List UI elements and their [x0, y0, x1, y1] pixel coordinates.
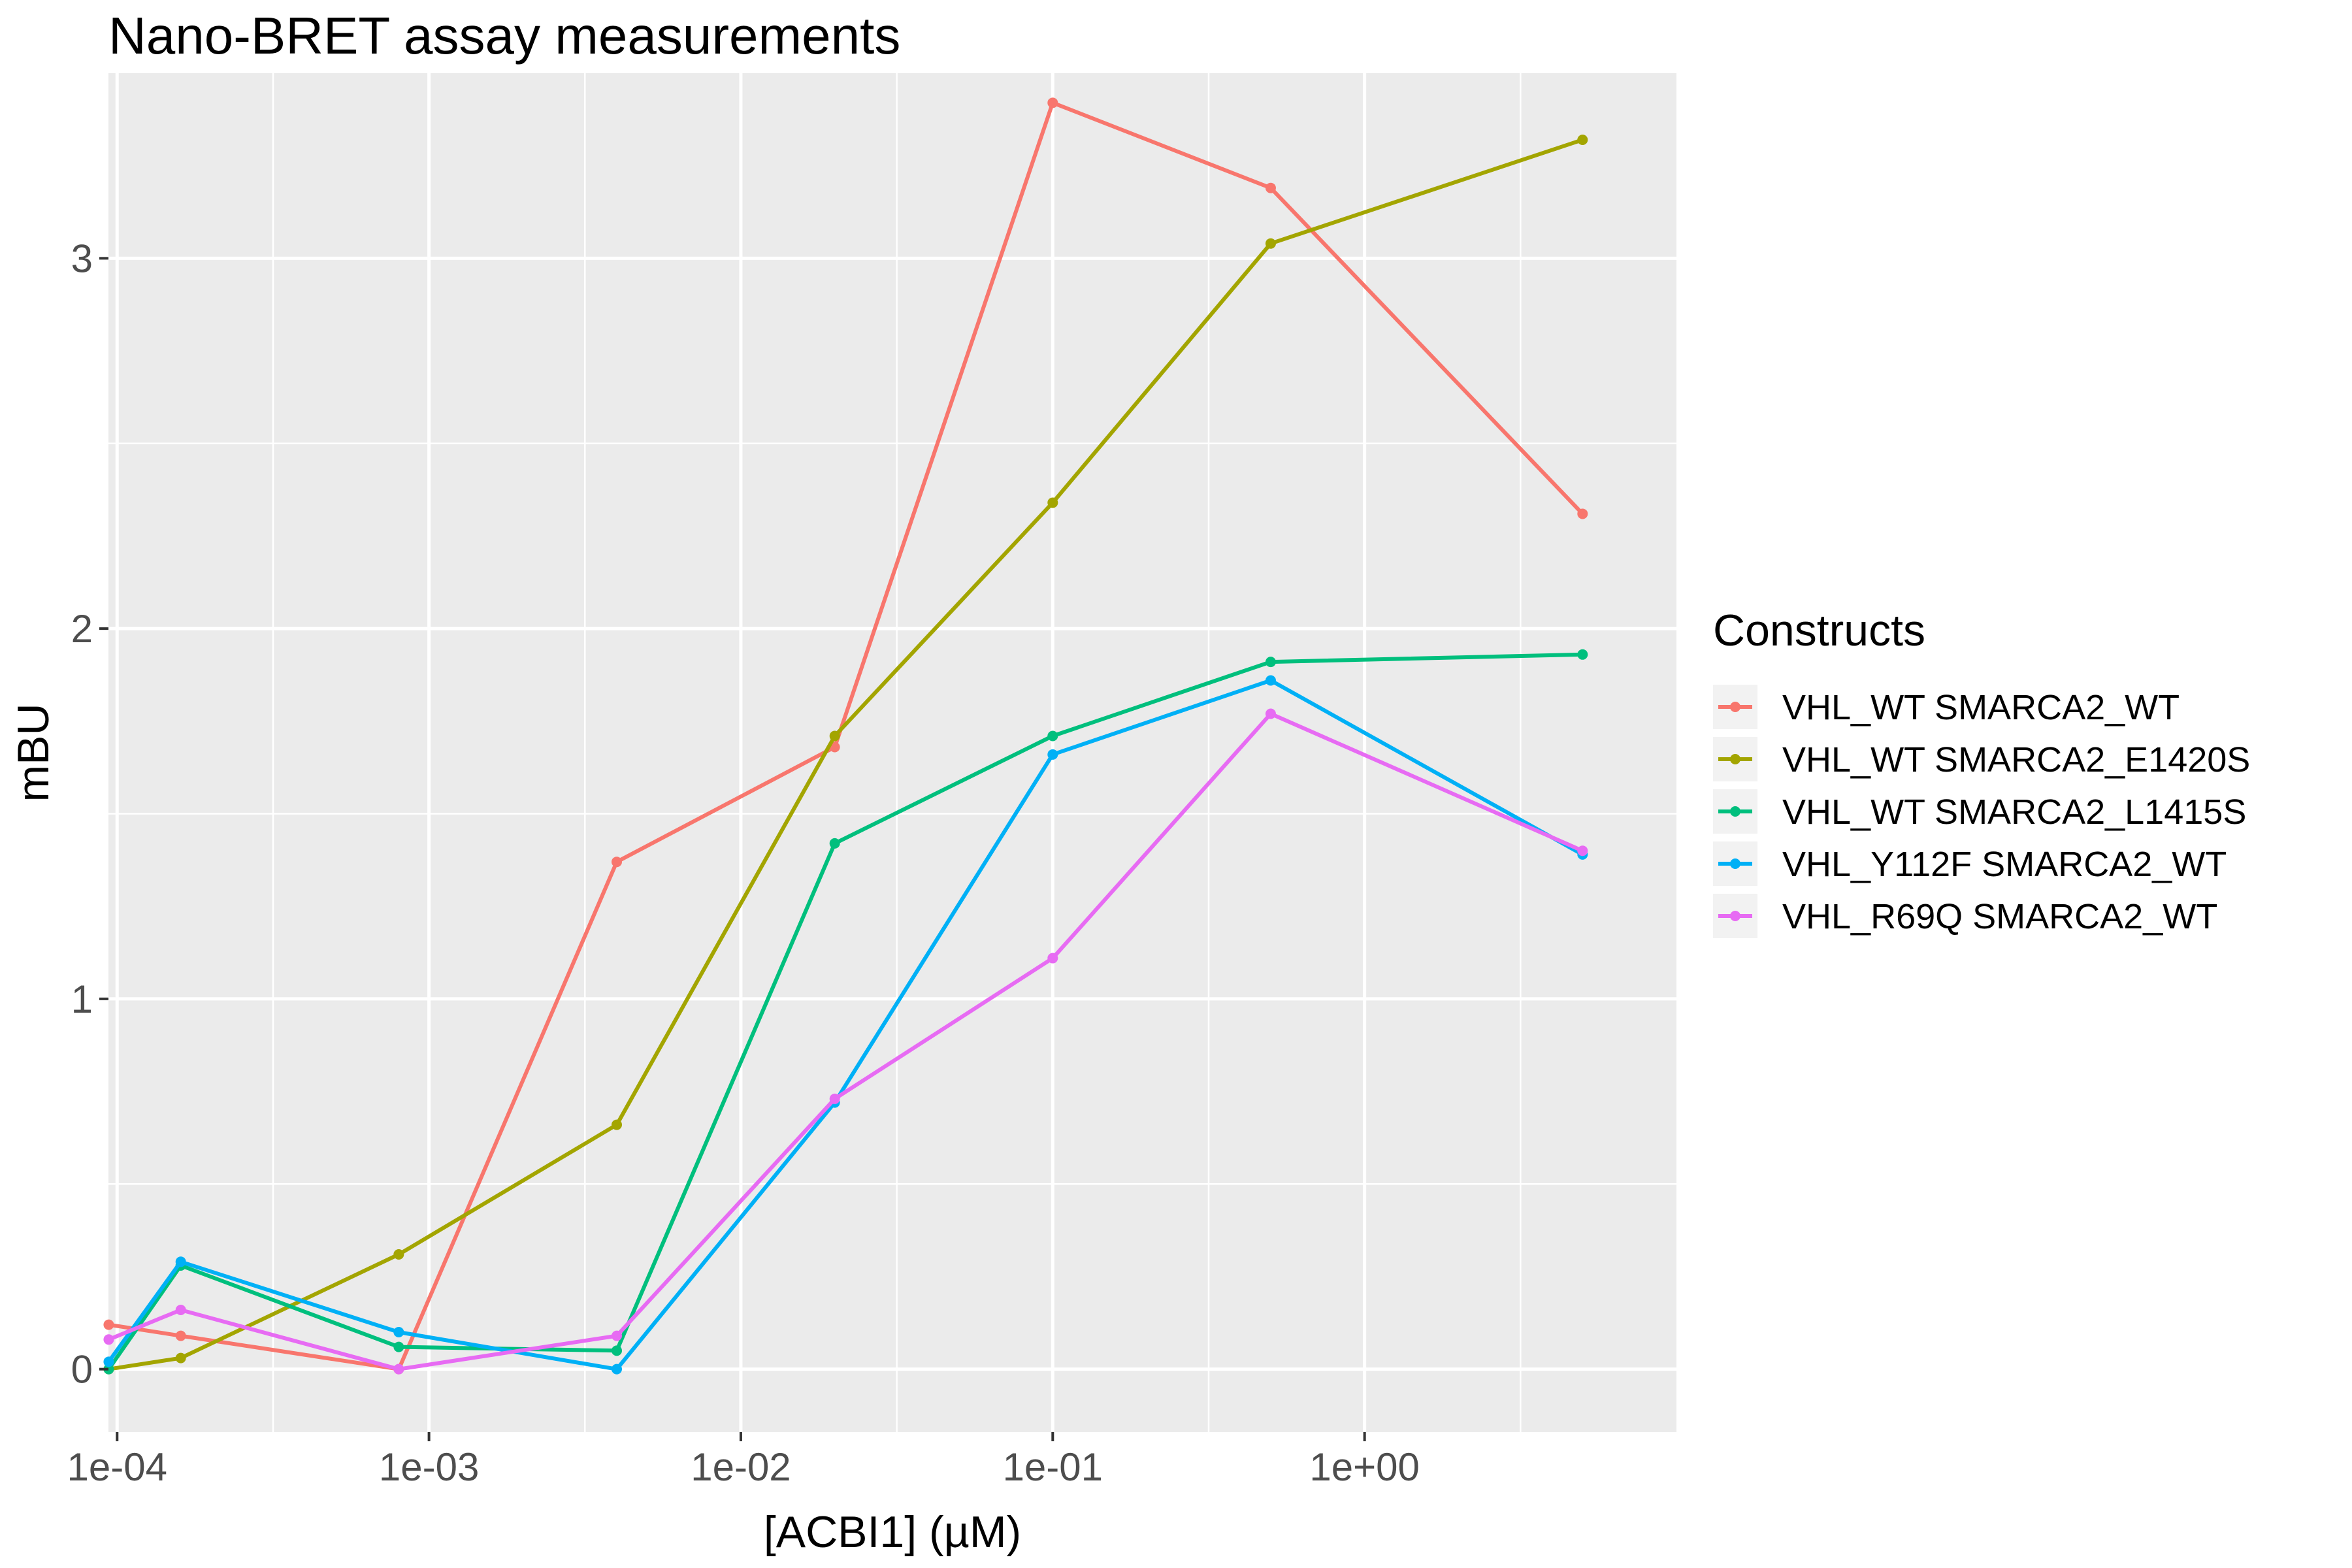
- data-point: [103, 1319, 114, 1330]
- data-point: [829, 1093, 840, 1104]
- legend-key-point: [1730, 754, 1740, 764]
- y-tick-label: 0: [71, 1348, 93, 1392]
- series-5: [103, 708, 1588, 1375]
- data-point: [1265, 182, 1276, 193]
- data-point: [1265, 675, 1276, 686]
- y-tick-label: 1: [71, 977, 93, 1021]
- data-point: [612, 1345, 623, 1356]
- data-point: [1047, 497, 1058, 508]
- series-line: [106, 652, 1583, 1371]
- legend-key-point: [1730, 858, 1740, 869]
- legend-label: VHL_WT SMARCA2_E1420S: [1782, 740, 2250, 779]
- legend-label: VHL_WT SMARCA2_WT: [1782, 688, 2180, 727]
- data-point: [1577, 845, 1588, 857]
- x-tick-label: 1e-03: [379, 1445, 479, 1489]
- y-axis-title: mBU: [8, 703, 58, 802]
- chart-title: Nano-BRET assay measurements: [108, 7, 900, 65]
- y-tick-label: 2: [71, 607, 93, 651]
- legend-title: Constructs: [1713, 606, 1925, 655]
- x-tick-label: 1e-04: [67, 1445, 167, 1489]
- data-point: [175, 1352, 186, 1364]
- data-point: [175, 1256, 186, 1267]
- legend-item: VHL_R69Q SMARCA2_WT: [1713, 894, 2217, 938]
- data-point: [103, 1364, 114, 1375]
- legend-key-point: [1730, 702, 1740, 712]
- data-point: [1265, 657, 1276, 668]
- data-point: [612, 1364, 623, 1375]
- x-axis: 1e-04 1e-03 1e-02 1e-01 1e+00: [67, 1432, 1420, 1489]
- data-point: [1047, 749, 1058, 760]
- legend-key-point: [1730, 806, 1740, 817]
- plot-panel: [108, 73, 1676, 1432]
- legend-key-point: [1730, 911, 1740, 921]
- data-point: [1577, 649, 1588, 660]
- series-layer: [103, 97, 1588, 1375]
- data-point: [829, 730, 840, 742]
- legend-item: VHL_WT SMARCA2_E1420S: [1713, 737, 2250, 781]
- series-line: [106, 678, 1584, 1371]
- y-axis: 0 1 2 3: [71, 237, 108, 1392]
- data-point: [612, 1330, 623, 1341]
- data-point: [612, 1119, 623, 1130]
- legend-item: VHL_Y112F SMARCA2_WT: [1713, 841, 2227, 886]
- data-point: [1577, 508, 1588, 519]
- data-point: [829, 838, 840, 849]
- data-point: [1577, 135, 1588, 146]
- legend-items: VHL_WT SMARCA2_WT VHL_WT SMARCA2_E1420S VH…: [1713, 685, 2250, 938]
- x-tick-label: 1e-01: [1003, 1445, 1103, 1489]
- x-axis-title: [ACBI1] (µM): [764, 1507, 1021, 1557]
- data-point: [1047, 97, 1058, 108]
- x-tick-label: 1e-02: [691, 1445, 791, 1489]
- data-point: [393, 1364, 404, 1375]
- legend-item: VHL_WT SMARCA2_WT: [1713, 685, 2180, 729]
- data-point: [175, 1330, 186, 1341]
- legend-label: VHL_WT SMARCA2_L1415S: [1782, 792, 2246, 832]
- data-point: [1047, 953, 1058, 964]
- data-point: [1047, 730, 1058, 742]
- data-point: [612, 857, 623, 868]
- x-tick-label: 1e+00: [1309, 1445, 1420, 1489]
- data-point: [103, 1356, 114, 1367]
- legend-label: VHL_R69Q SMARCA2_WT: [1782, 897, 2217, 936]
- legend-label: VHL_Y112F SMARCA2_WT: [1782, 845, 2227, 884]
- grid-major: [108, 73, 1676, 1432]
- data-point: [393, 1326, 404, 1337]
- data-point: [175, 1304, 186, 1315]
- data-point: [103, 1334, 114, 1345]
- data-point: [1265, 238, 1276, 249]
- series-line: [108, 138, 1584, 1371]
- series-line: [108, 711, 1584, 1371]
- data-point: [1265, 708, 1276, 719]
- data-point: [393, 1249, 404, 1260]
- y-tick-label: 3: [71, 237, 93, 280]
- legend-item: VHL_WT SMARCA2_L1415S: [1713, 789, 2246, 834]
- data-point: [393, 1341, 404, 1352]
